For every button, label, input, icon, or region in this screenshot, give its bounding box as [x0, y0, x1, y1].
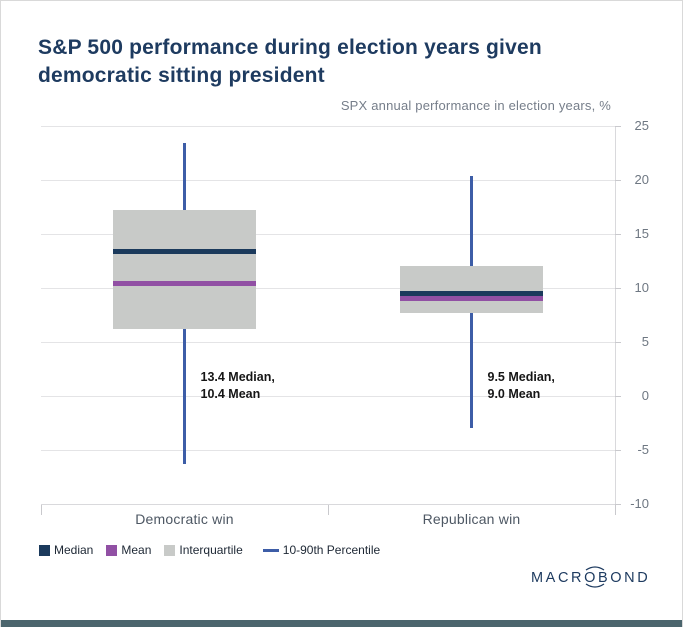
gridline-0 — [41, 396, 615, 397]
legend-item-10-90th-percentile: 10-90th Percentile — [262, 543, 381, 557]
x-tick-2 — [615, 505, 616, 515]
x-tick-1 — [328, 505, 329, 515]
x-tick-0 — [41, 505, 42, 515]
legend-swatch-interquartile — [164, 544, 176, 556]
category-label-republican-win: Republican win — [422, 511, 521, 527]
macrobond-logo-svg: MACROBOND — [531, 566, 650, 588]
y-tick-5 — [615, 342, 621, 343]
legend-swatch-10-90th-percentile — [262, 548, 279, 552]
gridline-20 — [41, 180, 615, 181]
annotation-republican-win: 9.5 Median, 9.0 Mean — [487, 370, 555, 401]
legend: Median Mean Interquartile 10-90th Percentil… — [39, 543, 380, 557]
y-tick-label-0: 0 — [641, 388, 649, 403]
macrobond-logo: MACROBOND — [531, 565, 653, 594]
y-tick--10 — [615, 504, 621, 505]
category-label-democratic-win: Democratic win — [135, 511, 234, 527]
y-tick-15 — [615, 234, 621, 235]
y-tick-label-5: 5 — [641, 334, 649, 349]
chart-subtitle: SPX annual performance in election years… — [340, 98, 611, 113]
y-axis-line — [615, 126, 616, 505]
logo-text: MACROBOND — [531, 570, 650, 586]
legend-label-median: Median — [54, 543, 94, 557]
interquartile-box-democratic-win — [113, 210, 256, 330]
y-tick-label-25: 25 — [634, 118, 649, 133]
y-tick-label-20: 20 — [634, 172, 649, 187]
gridline-25 — [41, 126, 615, 127]
legend-swatch-mean — [106, 544, 118, 556]
bottom-accent-bar — [1, 620, 682, 627]
y-tick-label-15: 15 — [634, 226, 649, 241]
legend-label-interquartile: Interquartile — [179, 543, 243, 557]
logo-arc-top — [585, 566, 605, 571]
gridline-5 — [41, 342, 615, 343]
y-tick-20 — [615, 180, 621, 181]
x-axis-line — [41, 504, 616, 505]
gridline-15 — [41, 234, 615, 235]
legend-label-mean: Mean — [121, 543, 152, 557]
mean-line-republican-win — [400, 296, 543, 302]
mean-line-democratic-win — [113, 281, 256, 287]
gridline-10 — [41, 288, 615, 289]
y-tick-0 — [615, 396, 621, 397]
legend-item-mean: Mean — [106, 543, 151, 557]
page-title: S&P 500 performance during election year… — [38, 36, 542, 87]
median-line-democratic-win — [113, 248, 256, 254]
legend-item-interquartile: Interquartile — [164, 543, 243, 557]
median-line-republican-win — [400, 290, 543, 296]
y-tick-label--10: -10 — [630, 496, 649, 511]
logo-arc-bottom — [585, 583, 605, 588]
y-tick--5 — [615, 450, 621, 451]
chart: 13.4 Median, 10.4 Mean 9.5 Median, 9.0 Me… — [41, 118, 649, 527]
legend-label-10-90th-percentile: 10-90th Percentile — [282, 543, 381, 557]
annotation-democratic-win: 13.4 Median, 10.4 Mean — [200, 370, 275, 401]
y-tick-10 — [615, 288, 621, 289]
x-axis-category-labels: Democratic win Republican win — [41, 511, 615, 527]
legend-swatch-median — [39, 544, 50, 556]
legend-item-median: Median — [39, 543, 93, 557]
gridline--5 — [41, 450, 615, 451]
plot-area: 13.4 Median, 10.4 Mean 9.5 Median, 9.0 Me… — [41, 126, 615, 505]
y-tick-25 — [615, 126, 621, 127]
y-tick-label-10: 10 — [634, 280, 649, 295]
interquartile-box-republican-win — [400, 266, 543, 313]
y-tick-label--5: -5 — [637, 442, 649, 457]
